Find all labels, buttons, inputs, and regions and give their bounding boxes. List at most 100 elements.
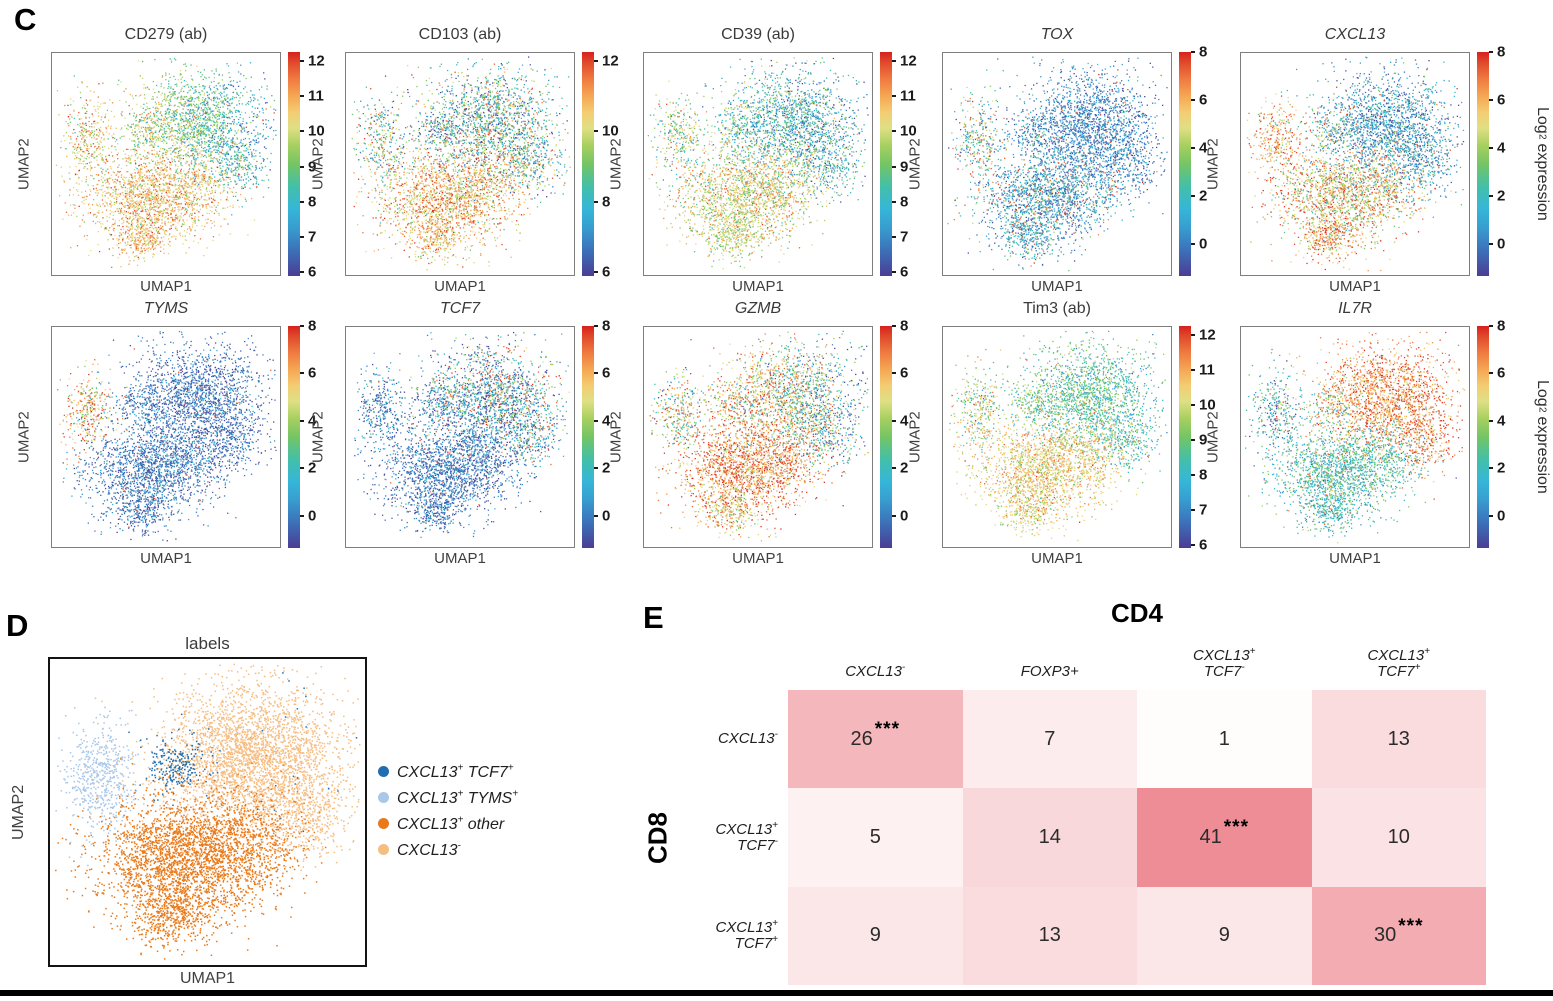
colorbar-gradient [1179,326,1191,548]
colorbar-tick-mark [594,271,598,274]
colorbar-tick-label: 8 [308,193,317,211]
heatmap-cell-r2c3: 30 *** [1311,886,1486,985]
colorbar: 12 10 8 6 [582,52,642,281]
heatmap-cell-r2c1: 13 [962,886,1137,985]
colorbar-tick-mark [300,419,304,422]
heatmap-cell-value: 26 [850,727,873,750]
colorbar-tick-label: 6 [1497,91,1506,109]
colorbar: 8 6 4 2 0 [1179,44,1239,276]
heatmap-row-header-2: CXCL13+ TCF7+ [715,917,778,952]
colorbar-tick-label: 10 [1199,396,1216,414]
umap-scatter-canvas [644,53,871,274]
y-axis-label: UMAP2 [1204,411,1222,463]
legend-label: CXCL13+ other [397,814,505,833]
colorbar-tick-mark [594,130,598,133]
colorbar-tick-label: 8 [1497,43,1506,61]
colorbar-tick-label: 6 [308,263,317,281]
colorbar-tick-mark [1489,467,1493,470]
panel-e-label: E [643,600,664,635]
umap-scatter-canvas [1241,327,1468,546]
colorbar-tick-label: 12 [308,52,325,70]
heatmap-cell-value: 13 [1038,924,1061,947]
colorbar-tick-mark [1489,372,1493,375]
panel-c-label: C [14,2,37,37]
colorbar-tick-mark [1191,403,1195,406]
legend-item-neg: CXCL13- [378,840,461,860]
heatmap-cell-r1c2: 41 *** [1137,788,1312,887]
umap-scatter-canvas [346,327,573,546]
colorbar-tick-label: 7 [1199,501,1208,519]
x-axis-label: UMAP1 [1329,550,1381,567]
panel-title: CD39 (ab) [721,26,795,43]
x-axis-label: UMAP1 [1329,278,1381,295]
colorbar-tick-label: 0 [1497,235,1506,253]
colorbar-tick-mark [892,325,896,327]
umap-scatter-canvas [346,53,573,274]
umap-plot-box [643,52,873,276]
colorbar-tick-mark [1191,333,1195,336]
heatmap-col-header-0: CXCL13- [845,662,906,680]
panel-title: IL7R [1338,300,1372,317]
x-axis-label: UMAP1 [1031,550,1083,567]
colorbar-tick-mark [300,130,304,133]
colorbar-gradient [880,326,892,548]
x-axis-label: UMAP1 [434,550,486,567]
colorbar-tick-label: 4 [602,412,611,430]
colorbar-tick-label: 8 [900,193,909,211]
significance-marker: *** [1398,915,1424,937]
y-axis-label: UMAP2 [607,138,625,190]
legend-item-other: CXCL13+ other [378,814,505,834]
legend-label: CXCL13- [397,840,461,859]
labels-plot-box [48,657,367,967]
umap-scatter-canvas [1241,53,1468,274]
heatmap-col-header-2: CXCL13+ TCF7- [1192,646,1256,680]
umap-scatter-canvas [943,327,1170,546]
significance-marker: *** [1223,817,1249,839]
colorbar-tick-label: 0 [1497,507,1506,525]
heatmap-row-header-1: CXCL13+ TCF7- [715,819,778,854]
heatmap-cell-value: 41 [1199,825,1222,848]
cd4-group-label: CD4 [1110,598,1163,628]
colorbar-tick-mark [892,200,896,203]
colorbar-tick-label: 12 [1199,326,1216,344]
panel-title: CXCL13 [1324,26,1386,43]
umap-scatter-canvas [644,327,871,546]
y-axis-label: UMAP2 [15,138,33,190]
y-axis-label: UMAP2 [1204,138,1222,190]
colorbar-tick-label: 12 [602,52,619,70]
colorbar-tick-mark [300,59,304,62]
heatmap-cell-value: 30 [1374,924,1397,947]
colorbar-tick-mark [892,165,896,168]
colorbar-tick-label: 4 [308,412,317,430]
colorbar-tick-mark [300,372,304,375]
bottom-rule [0,990,1553,996]
heatmap-cell-value: 9 [869,924,881,947]
colorbar-tick-label: 8 [1199,466,1208,484]
y-axis-label: UMAP2 [309,411,327,463]
colorbar-tick-label: 9 [1199,431,1208,449]
heatmap-cell-value: 5 [869,825,881,848]
colorbar-tick-mark [1191,194,1195,197]
legend-item-tyms: CXCL13+ TYMS+ [378,788,519,808]
colorbar-tick-label: 6 [900,364,909,382]
colorbar-tick-mark [1489,419,1493,422]
colorbar-tick-label: 2 [308,459,317,477]
legend-label: CXCL13+ TYMS+ [397,788,519,807]
heatmap-col-header-3: CXCL13+ TCF7+ [1367,646,1431,680]
heatmap-col-header-1: FOXP3+ [1020,663,1079,680]
colorbar-tick-label: 4 [1497,412,1506,430]
x-axis-label: UMAP1 [732,278,784,295]
colorbar-tick-label: 8 [602,317,611,335]
colorbar-tick-mark [300,271,304,274]
heatmap-cell-value: 10 [1387,825,1410,848]
colorbar: 8 6 4 2 0 [1477,44,1537,276]
colorbar-tick-label: 6 [602,263,611,281]
colorbar-tick-label: 8 [900,317,909,335]
panel-title: CD279 (ab) [124,26,208,43]
colorbar-tick-mark [1191,543,1195,546]
heatmap-cell-r1c1: 14 [962,788,1137,887]
heatmap-cell-value: 9 [1218,924,1230,947]
colorbar-tick-label: 2 [602,459,611,477]
heatmap-cell-value: 14 [1038,825,1061,848]
